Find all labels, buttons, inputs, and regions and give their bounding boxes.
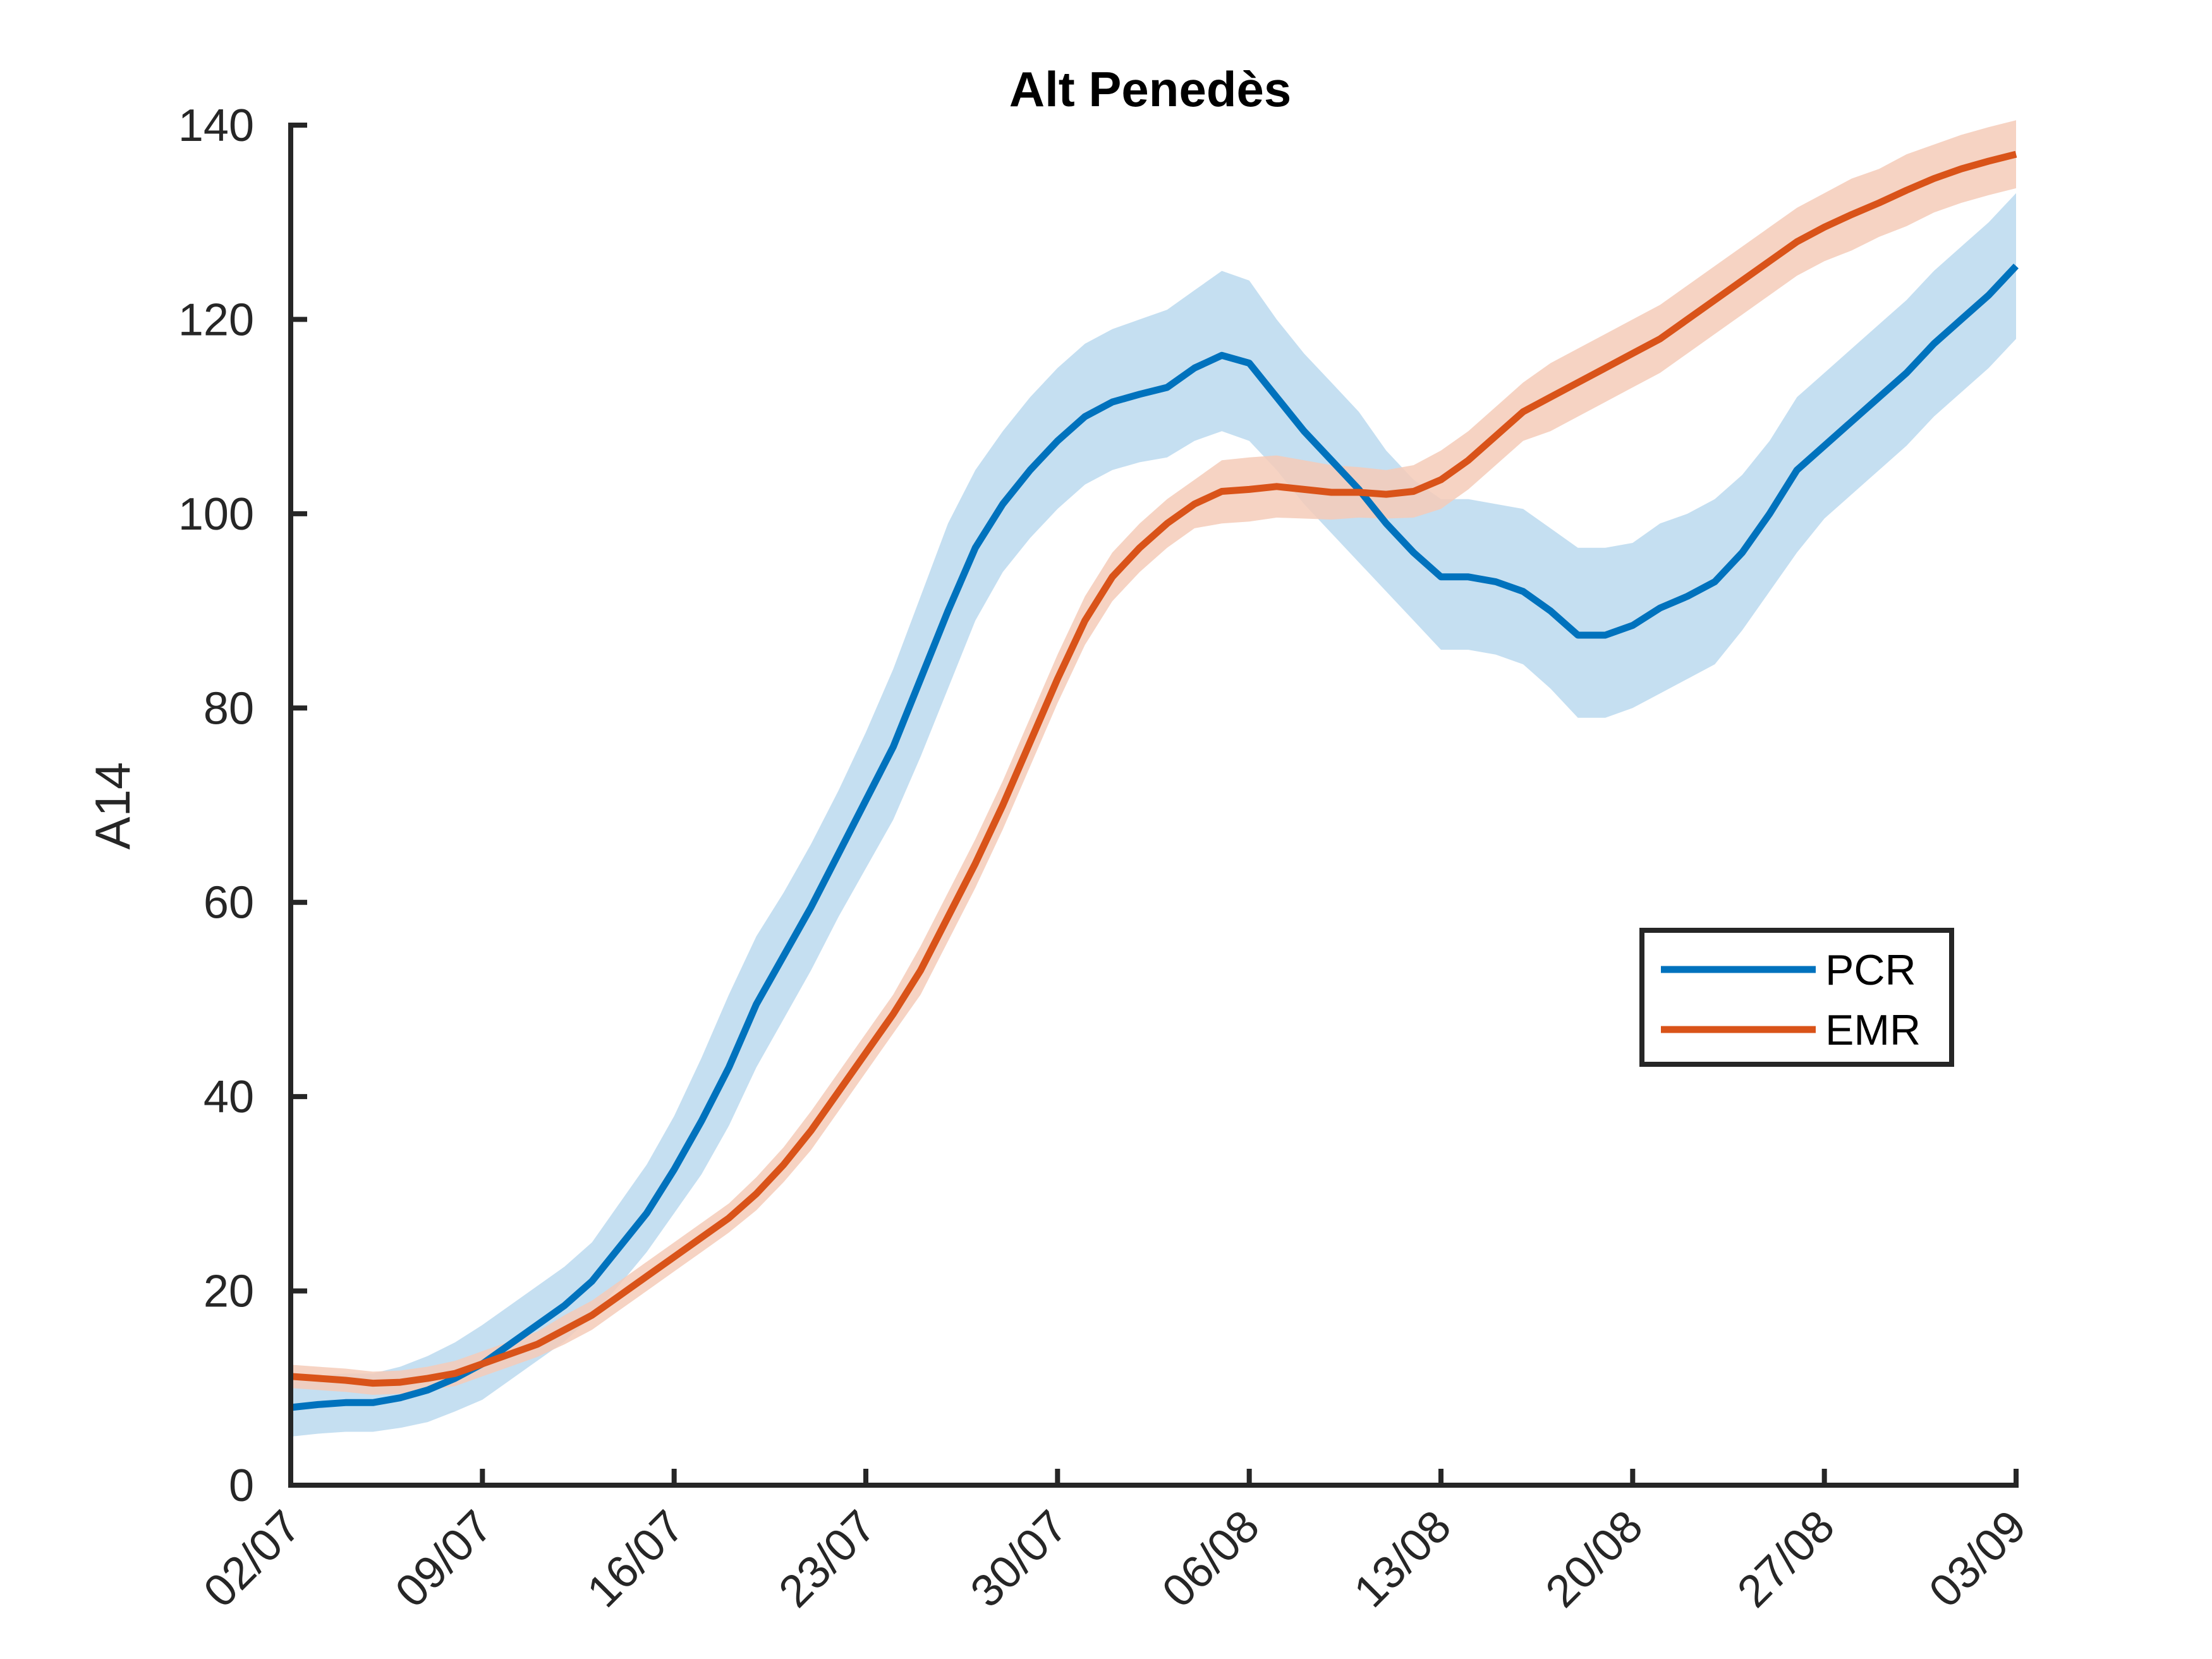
y-tick-label: 120	[178, 295, 254, 345]
x-tick-label: 13/08	[1344, 1501, 1461, 1617]
confidence-bands	[291, 120, 2016, 1437]
x-tick-label: 20/08	[1536, 1501, 1653, 1617]
legend-label-pcr: PCR	[1825, 946, 1916, 994]
series-band-emr	[291, 120, 2016, 1395]
legend: PCR EMR	[1639, 928, 1954, 1067]
y-tick-label: 60	[204, 878, 254, 928]
legend-label-emr: EMR	[1825, 1006, 1921, 1054]
series-line-pcr	[290, 264, 2019, 1411]
x-tick-label: 23/07	[769, 1501, 885, 1617]
x-tick-label: 27/08	[1728, 1501, 1844, 1617]
legend-box	[1639, 928, 1954, 1067]
x-tick-label: 03/09	[1919, 1501, 2036, 1617]
series-lines	[290, 150, 2019, 1411]
y-tick-label: 40	[204, 1072, 254, 1122]
y-tick-label: 80	[204, 683, 254, 734]
y-tick-label: 100	[178, 489, 254, 540]
x-tick-label: 02/07	[194, 1501, 310, 1617]
x-tick-label: 06/08	[1153, 1501, 1269, 1617]
x-ticks: 02/07 09/07 16/07 23/07 30/07 06/08 13/08 20/08…	[194, 1469, 2036, 1617]
y-tick-label: 0	[229, 1461, 254, 1511]
axes	[288, 123, 2019, 1488]
x-tick-label: 09/07	[386, 1501, 502, 1617]
y-tick-label: 20	[204, 1267, 254, 1317]
series-line-emr	[290, 150, 2017, 1387]
y-ticks: 0 20 40 60 80 100 120 140	[178, 100, 307, 1511]
series-band-pcr	[291, 193, 2016, 1437]
y-axis-label: A14	[85, 762, 140, 850]
x-tick-label: 30/07	[961, 1501, 1078, 1617]
chart-title: Alt Penedès	[1009, 61, 1291, 117]
y-tick-label: 140	[178, 100, 254, 151]
x-tick-label: 16/07	[578, 1501, 694, 1617]
